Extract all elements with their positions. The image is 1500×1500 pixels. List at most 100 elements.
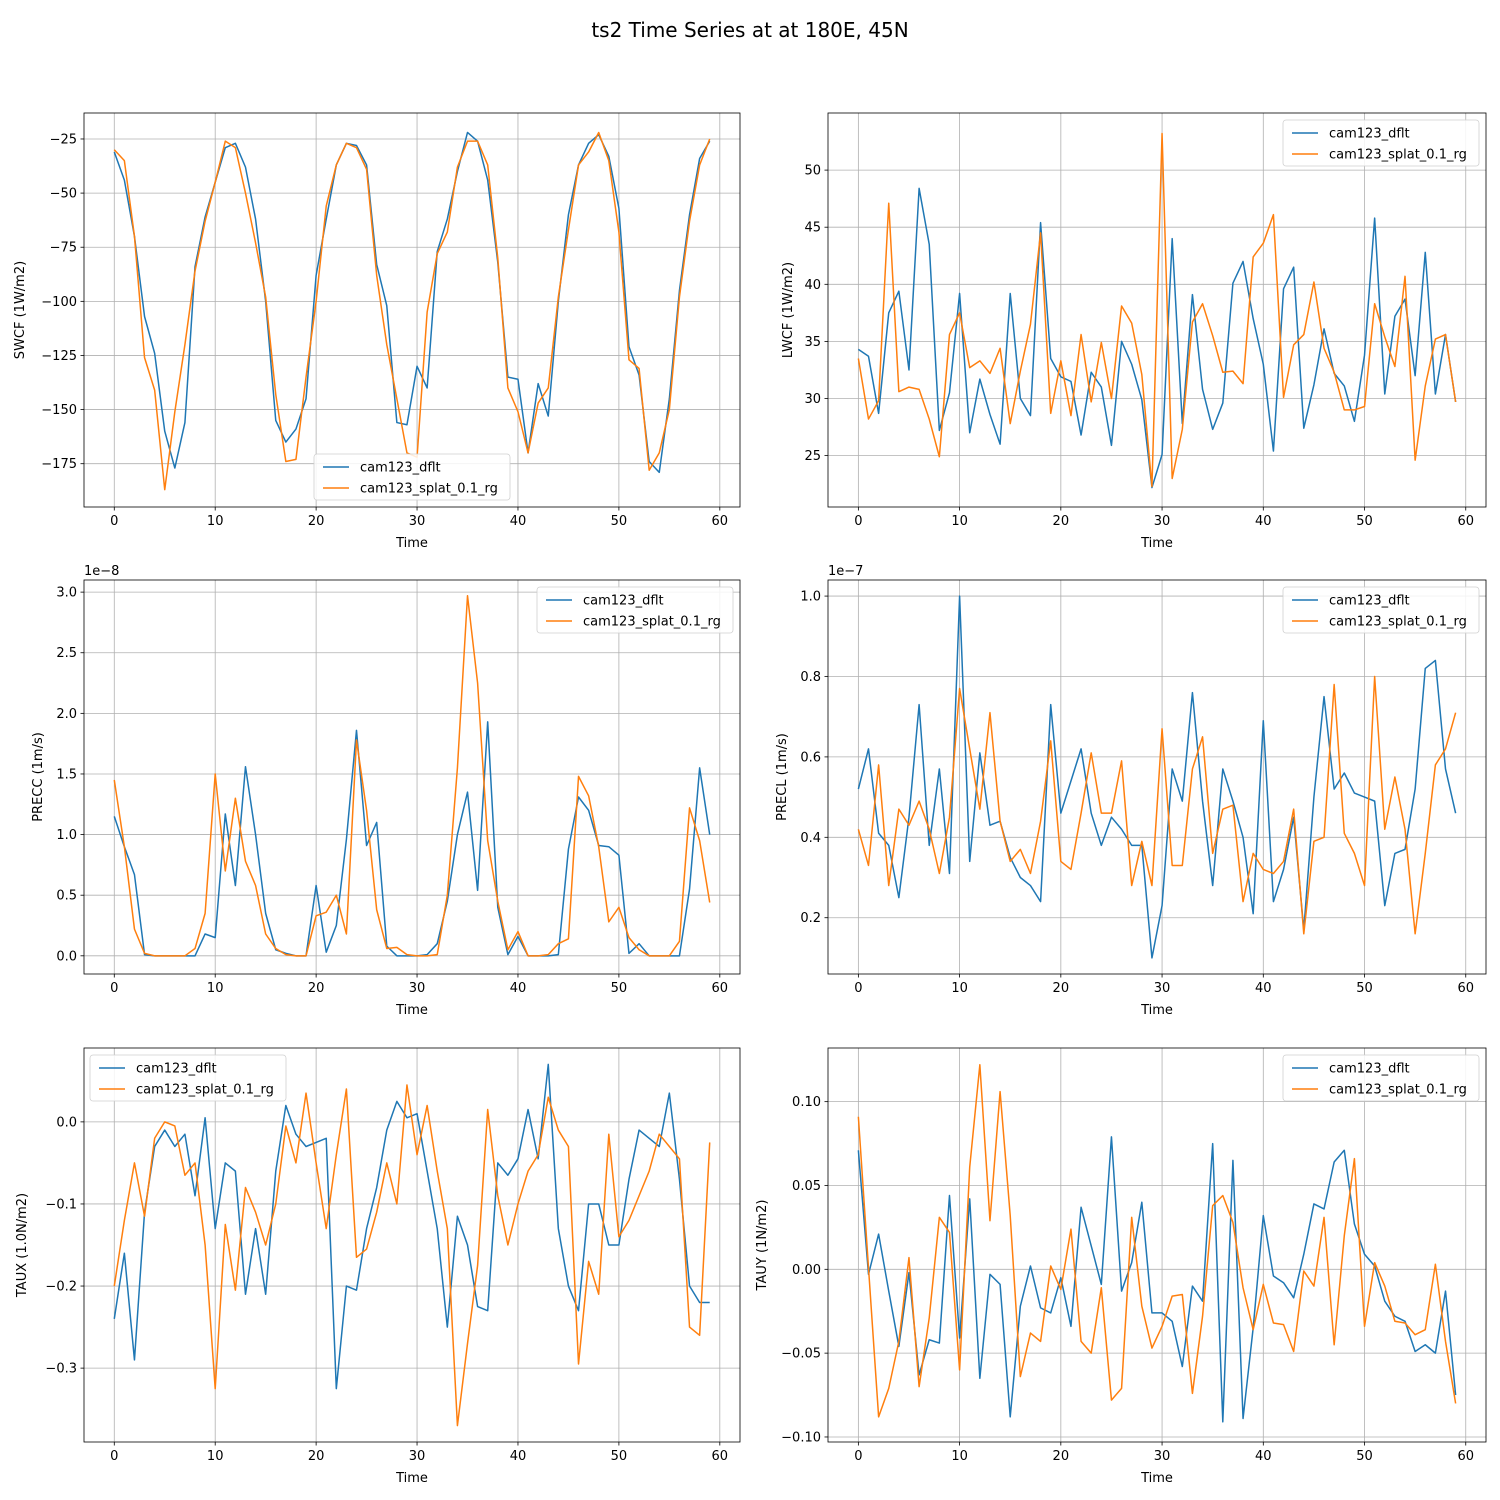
x-tick-label: 0 (110, 1449, 118, 1464)
y-tick-label: −0.1 (45, 1197, 77, 1212)
x-tick-label: 10 (207, 514, 224, 529)
axis-offset-text: 1e−8 (84, 564, 119, 579)
y-axis-label: PRECC (1m/s) (31, 732, 46, 822)
x-tick-label: 60 (1457, 514, 1474, 529)
x-tick-label: 40 (1255, 1449, 1272, 1464)
chart-middle-left: 0 10 20 30 40 50 60 0.0 0.5 1.0 1.5 2.0 2.5 3.0 Time PR… (31, 564, 741, 1018)
axes-frame (83, 579, 741, 975)
y-tick-label: −0.3 (45, 1362, 77, 1377)
x-tick-label: 50 (611, 981, 628, 996)
legend-label-cam123_splat_0.1_rg: cam123_splat_0.1_rg (360, 482, 498, 497)
y-tick-label: 3.0 (56, 586, 77, 601)
x-axis-label: Time (395, 536, 428, 551)
legend: cam123_dflt cam123_splat_0.1_rg (536, 586, 734, 634)
x-tick-label: 30 (1154, 1449, 1171, 1464)
x-axis-label: Time (1140, 1471, 1173, 1486)
y-tick-label: 50 (804, 164, 821, 179)
legend-label-cam123_dflt: cam123_dflt (583, 594, 664, 609)
series-line-cam123_dflt (857, 595, 1457, 959)
legend-box (1282, 1054, 1480, 1102)
y-axis-label: LWCF (1W/m2) (781, 262, 796, 358)
x-tick-label: 0 (854, 1449, 862, 1464)
y-tick-label: 0.05 (792, 1179, 821, 1194)
legend-label-cam123_dflt: cam123_dflt (360, 461, 441, 476)
y-tick-label: −100 (41, 295, 77, 310)
x-tick-label: 40 (510, 514, 527, 529)
series-line-cam123_splat_0.1_rg (113, 595, 711, 957)
series-line-cam123_splat_0.1_rg (113, 1084, 711, 1427)
x-tick-label: 20 (1053, 1449, 1070, 1464)
y-tick-label: 30 (804, 392, 821, 407)
y-tick-label: 2.5 (56, 646, 77, 661)
x-tick-label: 50 (1356, 514, 1373, 529)
y-tick-label: 0.2 (800, 911, 821, 926)
axes-frame (827, 112, 1487, 508)
series-line-cam123_dflt (857, 187, 1457, 489)
legend-box (89, 1054, 287, 1102)
x-tick-label: 50 (611, 514, 628, 529)
axes-frame (83, 112, 741, 508)
x-tick-label: 60 (712, 514, 729, 529)
legend-box (536, 586, 734, 634)
y-tick-label: 45 (804, 221, 821, 236)
x-tick-label: 20 (308, 514, 325, 529)
x-tick-label: 20 (308, 1449, 325, 1464)
x-tick-label: 40 (510, 981, 527, 996)
x-tick-label: 10 (951, 1449, 968, 1464)
legend-label-cam123_splat_0.1_rg: cam123_splat_0.1_rg (1329, 615, 1467, 630)
legend-label-cam123_dflt: cam123_dflt (1329, 1062, 1410, 1077)
legend-label-cam123_splat_0.1_rg: cam123_splat_0.1_rg (1329, 148, 1467, 163)
y-tick-label: 0.8 (800, 670, 821, 685)
y-axis-label: TAUX (1.0N/m2) (15, 1193, 30, 1298)
legend-label-cam123_splat_0.1_rg: cam123_splat_0.1_rg (136, 1083, 274, 1098)
x-tick-label: 20 (308, 981, 325, 996)
x-tick-label: 60 (712, 1449, 729, 1464)
series-line-cam123_dflt (113, 1063, 710, 1390)
x-tick-label: 0 (854, 514, 862, 529)
y-tick-label: −25 (50, 132, 77, 147)
legend-label-cam123_dflt: cam123_dflt (1329, 127, 1410, 142)
y-tick-label: 0.0 (56, 949, 77, 964)
legend: cam123_dflt cam123_splat_0.1_rg (1282, 1054, 1480, 1102)
legend-box (1282, 119, 1480, 167)
x-tick-label: 0 (110, 981, 118, 996)
x-tick-label: 30 (409, 1449, 426, 1464)
series-line-cam123_splat_0.1_rg (113, 131, 711, 491)
chart-bottom-right: 0 10 20 30 40 50 60 −0.10 −0.05 0.00 0.05 0.10 Time T… (755, 1047, 1487, 1486)
y-axis-label: PRECL (1m/s) (775, 733, 790, 821)
x-tick-label: 30 (1154, 981, 1171, 996)
axes-frame (827, 1047, 1487, 1443)
x-tick-label: 30 (1154, 514, 1171, 529)
chart-top-left: 0 10 20 30 40 50 60 −175 −150 −125 −100 −75 −50 −25 Ti… (13, 112, 741, 551)
legend-label-cam123_splat_0.1_rg: cam123_splat_0.1_rg (583, 615, 721, 630)
y-tick-label: 0.0 (56, 1115, 77, 1130)
y-tick-label: 2.0 (56, 707, 77, 722)
y-tick-label: −0.05 (781, 1347, 821, 1362)
legend: cam123_dflt cam123_splat_0.1_rg (313, 453, 511, 501)
axes-frame (83, 1047, 741, 1443)
x-axis-label: Time (1140, 1003, 1173, 1018)
x-tick-label: 10 (207, 1449, 224, 1464)
chart-top-right: 0 10 20 30 40 50 60 25 30 35 40 45 50 Time LWCF (1W/m2… (781, 112, 1487, 551)
y-tick-label: −75 (50, 241, 77, 256)
axes-frame (827, 579, 1487, 975)
x-axis-label: Time (395, 1471, 428, 1486)
figure-title: ts2 Time Series at at 180E, 45N (591, 18, 908, 42)
x-tick-label: 10 (951, 981, 968, 996)
x-tick-label: 50 (1356, 981, 1373, 996)
y-tick-label: 35 (804, 335, 821, 350)
y-tick-label: −150 (41, 403, 77, 418)
x-axis-label: Time (395, 1003, 428, 1018)
x-tick-label: 40 (1255, 514, 1272, 529)
y-tick-label: 1.0 (800, 590, 821, 605)
y-tick-label: −125 (41, 349, 77, 364)
legend-box (313, 453, 511, 501)
legend: cam123_dflt cam123_splat_0.1_rg (89, 1054, 287, 1102)
x-tick-label: 10 (951, 514, 968, 529)
x-tick-label: 60 (712, 981, 729, 996)
legend: cam123_dflt cam123_splat_0.1_rg (1282, 586, 1480, 634)
legend-box (1282, 586, 1480, 634)
x-tick-label: 20 (1053, 514, 1070, 529)
y-axis-label: SWCF (1W/m2) (13, 261, 28, 359)
